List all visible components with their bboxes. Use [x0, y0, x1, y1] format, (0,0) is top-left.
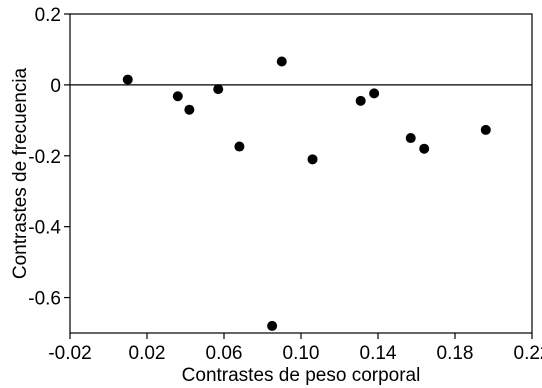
x-axis: -0.02 0.02 0.06 0.10 0.14 0.18 0.22: [48, 333, 542, 364]
y-tick-label: 0.2: [35, 5, 61, 26]
x-tick-label: 0.14: [360, 343, 397, 364]
x-tick-label: 0.10: [283, 343, 320, 364]
data-point: [480, 124, 491, 135]
y-tick-label: -0.4: [28, 218, 61, 239]
data-point: [419, 143, 430, 154]
data-point: [234, 141, 245, 152]
x-tick-label: 0.18: [437, 343, 474, 364]
x-axis-title: Contrastes de peso corporal: [182, 365, 421, 386]
points-layer: [122, 56, 491, 331]
data-point: [184, 104, 195, 115]
data-point: [355, 95, 366, 106]
data-point: [213, 84, 224, 95]
data-point: [172, 91, 183, 102]
plot-frame: [69, 13, 533, 334]
y-axis: 0.2 0 -0.2 -0.4 -0.6: [28, 5, 70, 310]
y-tick-label: -0.2: [28, 147, 61, 168]
data-point: [307, 154, 318, 165]
data-point: [122, 74, 133, 85]
x-tick-label: 0.02: [129, 343, 166, 364]
data-point: [369, 88, 380, 99]
x-tick-label: 0.22: [514, 343, 542, 364]
x-tick-label: 0.06: [206, 343, 243, 364]
data-point: [405, 133, 416, 144]
data-point: [276, 56, 287, 67]
y-tick-label: 0: [50, 76, 61, 97]
x-tick-label: -0.02: [48, 343, 91, 364]
y-axis-title: Contrastes de frecuencia: [10, 67, 31, 279]
data-point: [267, 320, 278, 331]
y-tick-label: -0.6: [28, 289, 61, 310]
